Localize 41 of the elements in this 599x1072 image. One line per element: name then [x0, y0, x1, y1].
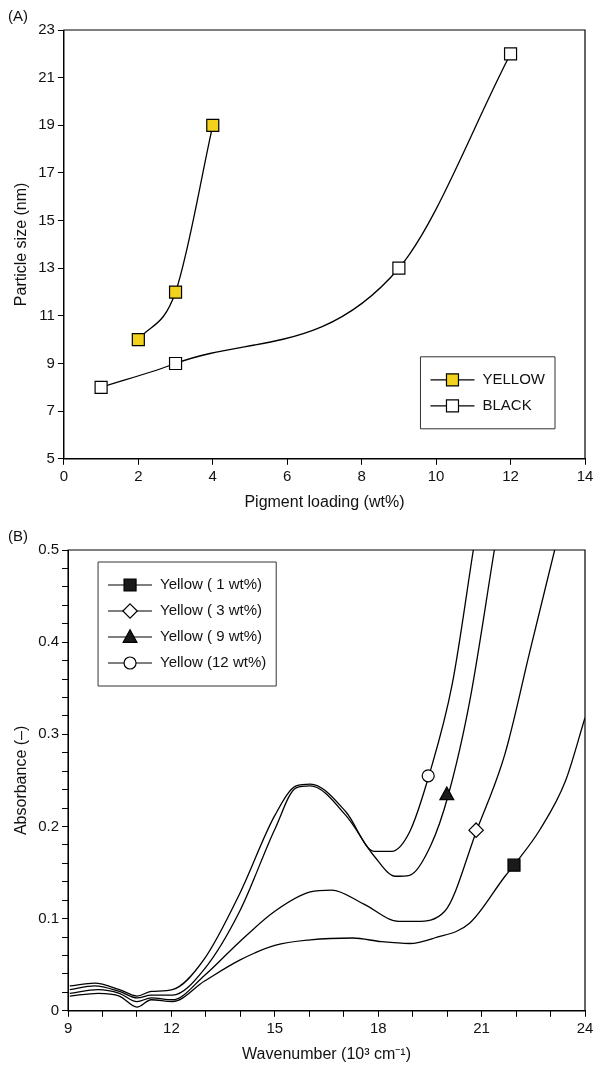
y-tick-label: 17: [38, 163, 55, 181]
x-tick-label: 14: [576, 466, 594, 484]
x-tick-label: 6: [283, 466, 292, 484]
y-axis-title: Particle size (nm): [12, 182, 30, 307]
y-tick-label: 0.5: [38, 540, 60, 558]
y-tick-label: 5: [46, 448, 55, 466]
x-axis-title: Wavenumber (10³ cm⁻¹): [242, 1044, 411, 1062]
y-tick-label: 0.4: [38, 632, 60, 650]
x-tick-label: 15: [266, 1018, 284, 1036]
legend-label: Yellow ( 9 wt%): [160, 627, 263, 645]
x-tick-label: 18: [369, 1018, 387, 1036]
chart-title: (A): [8, 7, 28, 25]
legend-label: BLACK: [482, 395, 532, 413]
y-tick-label: 19: [38, 115, 55, 133]
x-tick-label: 8: [357, 466, 366, 484]
legend-label: Yellow (12 wt%): [160, 653, 267, 671]
y-tick-label: 15: [38, 210, 55, 228]
x-tick-label: 21: [473, 1018, 490, 1036]
x-tick-label: 24: [576, 1018, 594, 1036]
y-tick-label: 0: [50, 1000, 60, 1018]
y-tick-label: 0.2: [38, 816, 60, 834]
y-tick-label: 13: [38, 258, 55, 276]
legend-label: Yellow ( 3 wt%): [160, 601, 263, 619]
y-tick-label: 7: [46, 401, 55, 419]
x-tick-label: 12: [163, 1018, 180, 1036]
x-tick-label: 2: [134, 466, 143, 484]
y-tick-label: 0.3: [38, 724, 60, 742]
x-tick-label: 4: [208, 466, 217, 484]
y-axis-title: Absorbance (–): [12, 725, 30, 836]
legend-label: Yellow ( 1 wt%): [160, 575, 263, 593]
y-tick-label: 0.1: [38, 908, 60, 926]
x-axis-title: Pigment loading (wt%): [244, 492, 405, 510]
x-tick-label: 9: [63, 1018, 73, 1036]
x-tick-label: 10: [427, 466, 445, 484]
y-tick-label: 23: [38, 20, 55, 38]
y-tick-label: 11: [39, 306, 55, 324]
x-tick-label: 12: [502, 466, 519, 484]
y-tick-label: 21: [38, 67, 55, 85]
y-tick-label: 9: [46, 353, 55, 371]
chart-title: (B): [8, 527, 28, 545]
legend-label: YELLOW: [482, 369, 546, 387]
